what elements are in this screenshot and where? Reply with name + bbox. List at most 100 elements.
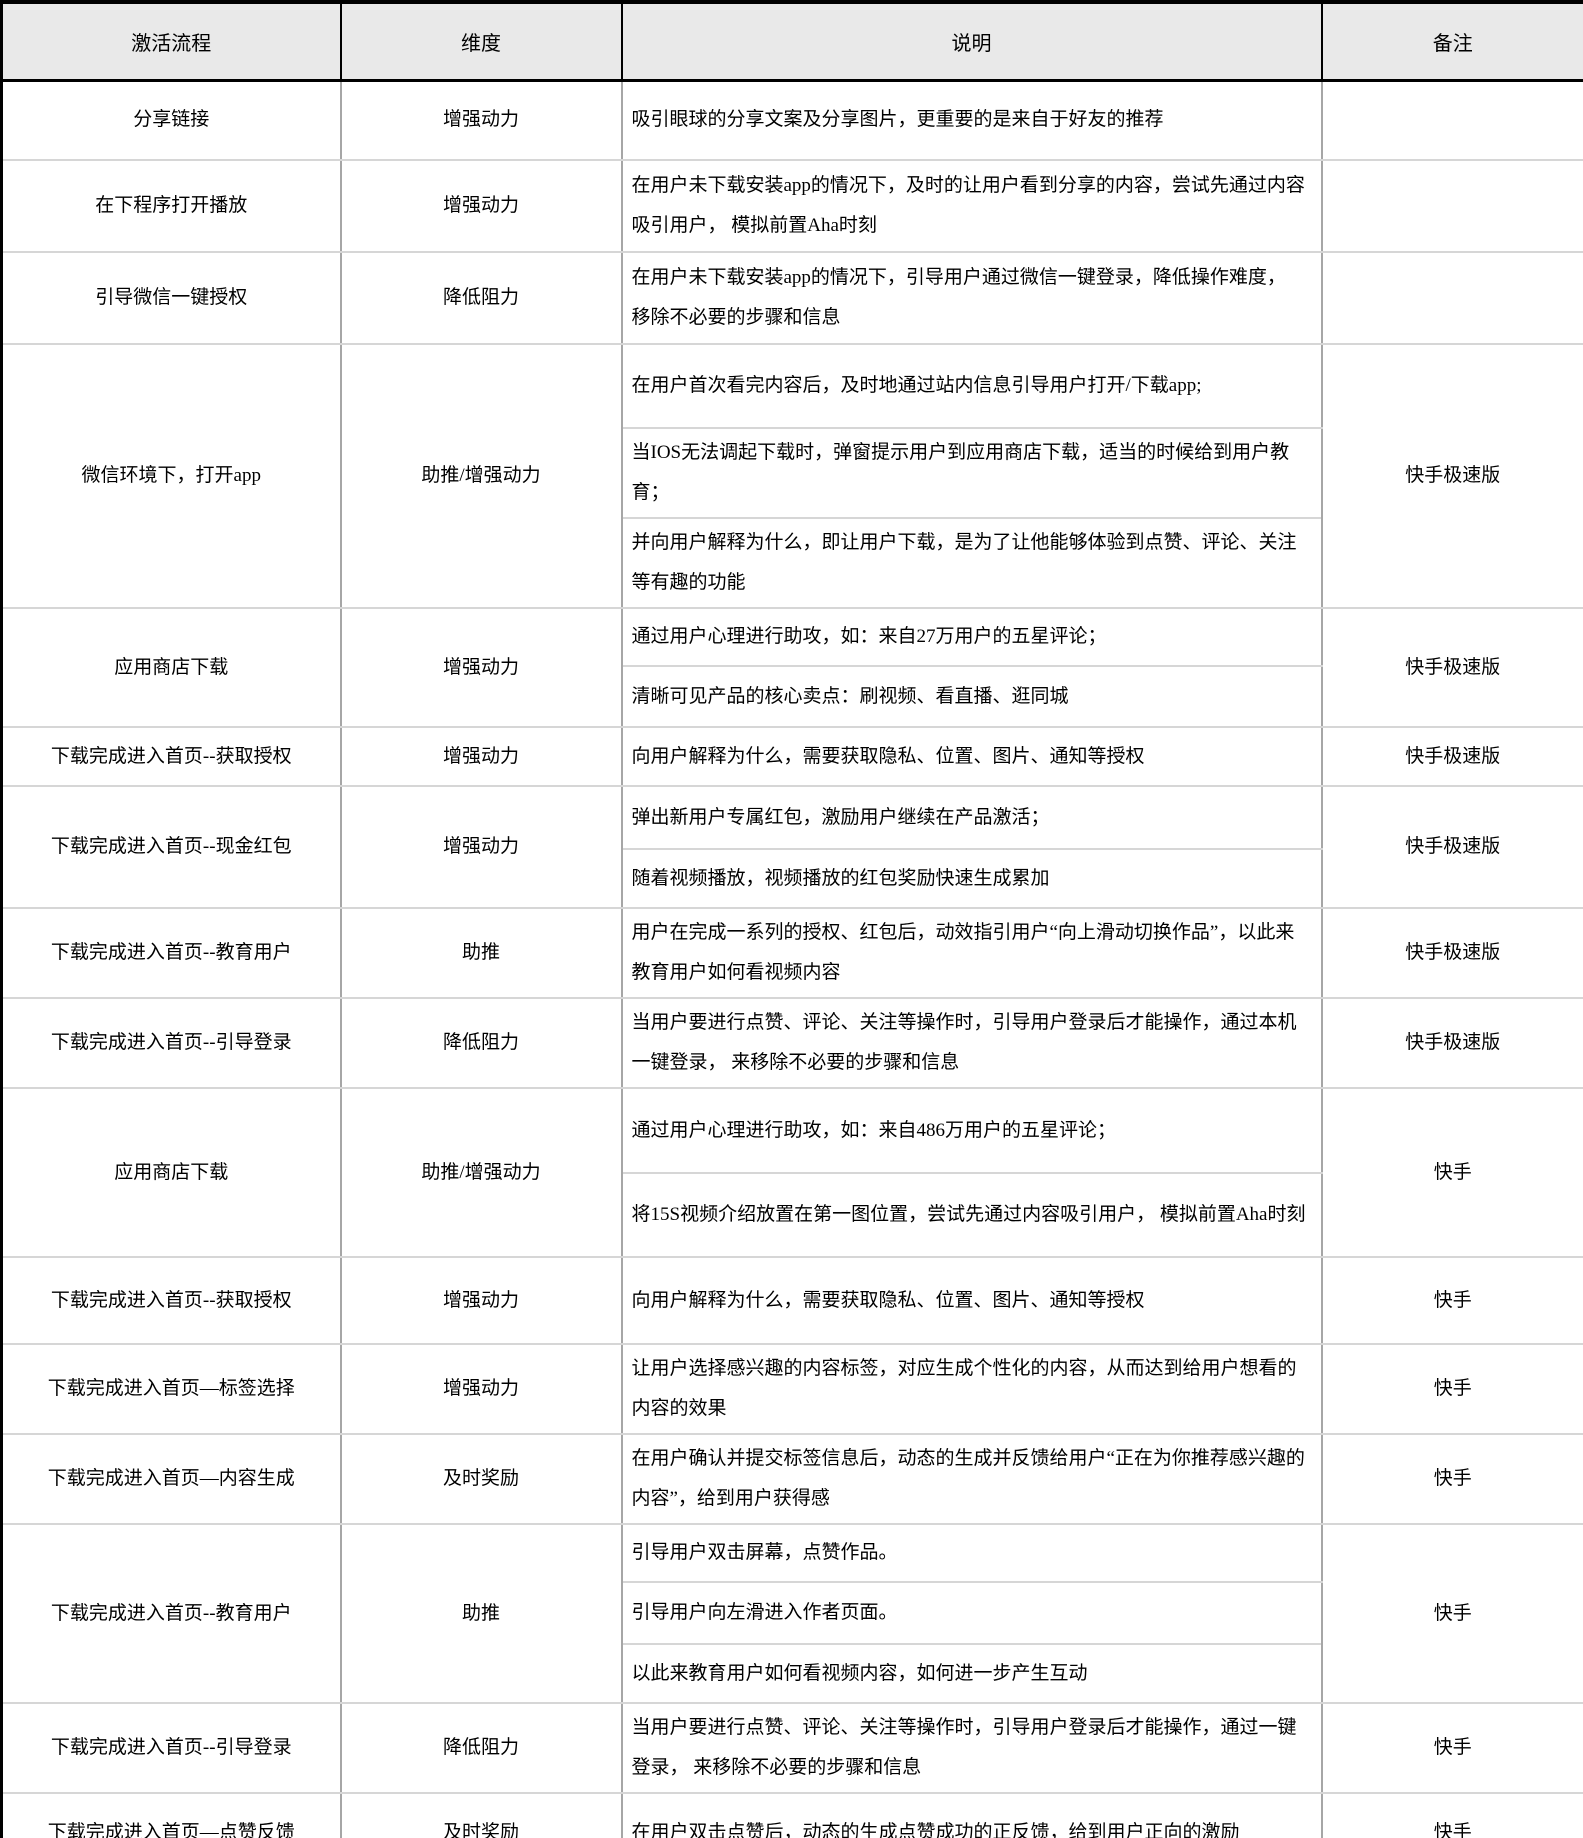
description-cell: 在用户未下载安装app的情况下，及时的让用户看到分享的内容，尝试先通过内容吸引用…	[620, 159, 1323, 253]
description-cell: 用户在完成一系列的授权、红包后，动效指引用户“向上滑动切换作品”，以此来教育用户…	[620, 907, 1323, 999]
description-cell: 通过用户心理进行助攻，如：来自486万用户的五星评论；	[620, 1087, 1323, 1174]
remark-cell: 快手	[1320, 1256, 1583, 1345]
remark-cell: 快手极速版	[1320, 607, 1583, 728]
activation-step-cell: 下载完成进入首页—内容生成	[0, 1433, 342, 1525]
dimension-cell: 增强动力	[339, 1256, 623, 1345]
dimension-cell: 降低阻力	[339, 251, 623, 345]
activation-step-cell: 下载完成进入首页--引导登录	[0, 997, 342, 1089]
description-cell: 并向用户解释为什么，即让用户下载，是为了让他能够体验到点赞、评论、关注等有趣的功…	[620, 517, 1323, 609]
dimension-cell: 助推	[339, 1523, 623, 1704]
remark-cell: 快手	[1320, 1087, 1583, 1258]
table-row: 下载完成进入首页—点赞反馈 及时奖励 在用户双击点赞后，动态的生成点赞成功的正反…	[0, 1792, 1583, 1838]
activation-step-cell: 应用商店下载	[0, 1087, 342, 1258]
description-cell: 让用户选择感兴趣的内容标签，对应生成个性化的内容，从而达到给用户想看的内容的效果	[620, 1343, 1323, 1435]
description-cell: 当用户要进行点赞、评论、关注等操作时，引导用户登录后才能操作，通过一键登录， 来…	[620, 1702, 1323, 1794]
table-row: 并向用户解释为什么，即让用户下载，是为了让他能够体验到点赞、评论、关注等有趣的功…	[2, 517, 1583, 609]
remark-cell: 快手	[1320, 1702, 1583, 1794]
remark-cell: 快手极速版	[1320, 997, 1583, 1089]
dimension-cell: 助推/增强动力	[339, 343, 623, 609]
table-row: 应用商店下载 助推/增强动力 通过用户心理进行助攻，如：来自486万用户的五星评…	[0, 1087, 1583, 1258]
description-cell: 当用户要进行点赞、评论、关注等操作时，引导用户登录后才能操作，通过本机一键登录，…	[620, 997, 1323, 1089]
remark-cell: 快手	[1320, 1792, 1583, 1838]
activation-step-cell: 下载完成进入首页—点赞反馈	[0, 1792, 342, 1838]
header-row: 激活流程 维度 说明 备注	[0, 0, 1583, 82]
table-row: 引导微信一键授权 降低阻力 在用户未下载安装app的情况下，引导用户通过微信一键…	[0, 251, 1583, 345]
table-row: 清晰可见产品的核心卖点：刷视频、看直播、逛同城	[2, 665, 1583, 728]
table-row: 随着视频播放，视频播放的红包奖励快速生成累加	[2, 848, 1583, 909]
dimension-cell: 助推	[339, 907, 623, 999]
remark-cell: 快手极速版	[1320, 343, 1583, 609]
activation-step-cell: 下载完成进入首页--获取授权	[0, 1256, 342, 1345]
activation-step-cell: 引导微信一键授权	[0, 251, 342, 345]
description-cell: 随着视频播放，视频播放的红包奖励快速生成累加	[620, 848, 1323, 909]
dimension-cell: 增强动力	[339, 607, 623, 728]
remark-cell	[1320, 159, 1583, 253]
table-row: 应用商店下载 增强动力 通过用户心理进行助攻，如：来自27万用户的五星评论； 快…	[0, 607, 1583, 728]
description-cell: 将15S视频介绍放置在第一图位置，尝试先通过内容吸引用户， 模拟前置Aha时刻	[620, 1172, 1323, 1258]
activation-step-cell: 在下程序打开播放	[0, 159, 342, 253]
activation-step-cell: 下载完成进入首页--引导登录	[0, 1702, 342, 1794]
table-row: 微信环境下，打开app 助推/增强动力 在用户首次看完内容后，及时地通过站内信息…	[0, 343, 1583, 609]
description-cell: 引导用户向左滑进入作者页面。	[620, 1581, 1323, 1645]
table-row: 下载完成进入首页--引导登录 降低阻力 当用户要进行点赞、评论、关注等操作时，引…	[0, 1702, 1583, 1794]
table-row: 在下程序打开播放 增强动力 在用户未下载安装app的情况下，及时的让用户看到分享…	[0, 159, 1583, 253]
activation-step-cell: 分享链接	[0, 79, 342, 161]
dimension-cell: 增强动力	[339, 726, 623, 787]
table-row: 下载完成进入首页--教育用户 助推 用户在完成一系列的授权、红包后，动效指引用户…	[0, 907, 1583, 999]
dimension-cell: 及时奖励	[339, 1433, 623, 1525]
remark-cell: 快手	[1320, 1523, 1583, 1704]
description-cell: 弹出新用户专属红包，激励用户继续在产品激活；	[620, 785, 1323, 850]
description-cell: 以此来教育用户如何看视频内容，如何进一步产生互动	[620, 1643, 1323, 1704]
dimension-cell: 及时奖励	[339, 1792, 623, 1838]
table-row: 下载完成进入首页--教育用户 助推 引导用户双击屏幕，点赞作品。 快手	[0, 1523, 1583, 1704]
activation-step-cell: 下载完成进入首页--教育用户	[0, 1523, 342, 1704]
dimension-cell: 助推/增强动力	[339, 1087, 623, 1258]
remark-cell: 快手极速版	[1320, 726, 1583, 787]
table-row: 下载完成进入首页--获取授权 增强动力 向用户解释为什么，需要获取隐私、位置、图…	[0, 1256, 1583, 1345]
table-row: 下载完成进入首页—内容生成 及时奖励 在用户确认并提交标签信息后，动态的生成并反…	[0, 1433, 1583, 1525]
activation-step-cell: 下载完成进入首页--获取授权	[0, 726, 342, 787]
dimension-cell: 降低阻力	[339, 1702, 623, 1794]
description-cell: 清晰可见产品的核心卖点：刷视频、看直播、逛同城	[620, 665, 1323, 728]
table-row: 当IOS无法调起下载时，弹窗提示用户到应用商店下载，适当的时候给到用户教育；	[2, 427, 1583, 519]
description-cell: 在用户未下载安装app的情况下，引导用户通过微信一键登录，降低操作难度， 移除不…	[620, 251, 1323, 345]
column-header-dimension: 维度	[339, 0, 623, 82]
description-cell: 通过用户心理进行助攻，如：来自27万用户的五星评论；	[620, 607, 1323, 667]
remark-cell	[1320, 251, 1583, 345]
dimension-cell: 增强动力	[339, 159, 623, 253]
table-row: 下载完成进入首页--现金红包 增强动力 弹出新用户专属红包，激励用户继续在产品激…	[0, 785, 1583, 909]
column-header-process: 激活流程	[0, 0, 342, 82]
remark-cell: 快手极速版	[1320, 907, 1583, 999]
column-header-remark: 备注	[1320, 0, 1583, 82]
table-row: 将15S视频介绍放置在第一图位置，尝试先通过内容吸引用户， 模拟前置Aha时刻	[2, 1172, 1583, 1258]
activation-step-cell: 微信环境下，打开app	[0, 343, 342, 609]
table-row: 下载完成进入首页—标签选择 增强动力 让用户选择感兴趣的内容标签，对应生成个性化…	[0, 1343, 1583, 1435]
description-cell: 引导用户双击屏幕，点赞作品。	[620, 1523, 1323, 1583]
activation-step-cell: 下载完成进入首页—标签选择	[0, 1343, 342, 1435]
dimension-cell: 增强动力	[339, 785, 623, 909]
table-row: 下载完成进入首页--获取授权 增强动力 向用户解释为什么，需要获取隐私、位置、图…	[0, 726, 1583, 787]
remark-cell: 快手极速版	[1320, 785, 1583, 909]
remark-cell	[1320, 79, 1583, 161]
description-cell: 在用户首次看完内容后，及时地通过站内信息引导用户打开/下载app;	[620, 343, 1323, 429]
description-cell: 在用户确认并提交标签信息后，动态的生成并反馈给用户“正在为你推荐感兴趣的内容”，…	[620, 1433, 1323, 1525]
description-cell: 向用户解释为什么，需要获取隐私、位置、图片、通知等授权	[620, 1256, 1323, 1345]
column-header-description: 说明	[620, 0, 1323, 82]
dimension-cell: 增强动力	[339, 1343, 623, 1435]
description-cell: 向用户解释为什么，需要获取隐私、位置、图片、通知等授权	[620, 726, 1323, 787]
table-row: 下载完成进入首页--引导登录 降低阻力 当用户要进行点赞、评论、关注等操作时，引…	[0, 997, 1583, 1089]
table-row: 以此来教育用户如何看视频内容，如何进一步产生互动	[2, 1643, 1583, 1704]
dimension-cell: 增强动力	[339, 79, 623, 161]
activation-step-cell: 下载完成进入首页--现金红包	[0, 785, 342, 909]
description-cell: 吸引眼球的分享文案及分享图片，更重要的是来自于好友的推荐	[620, 79, 1323, 161]
dimension-cell: 降低阻力	[339, 997, 623, 1089]
remark-cell: 快手	[1320, 1433, 1583, 1525]
remark-cell: 快手	[1320, 1343, 1583, 1435]
description-cell: 在用户双击点赞后，动态的生成点赞成功的正反馈，给到用户正向的激励	[620, 1792, 1323, 1838]
activation-step-cell: 应用商店下载	[0, 607, 342, 728]
table-row: 分享链接 增强动力 吸引眼球的分享文案及分享图片，更重要的是来自于好友的推荐	[0, 79, 1583, 161]
table-row: 引导用户向左滑进入作者页面。	[2, 1581, 1583, 1645]
description-cell: 当IOS无法调起下载时，弹窗提示用户到应用商店下载，适当的时候给到用户教育；	[620, 427, 1323, 519]
